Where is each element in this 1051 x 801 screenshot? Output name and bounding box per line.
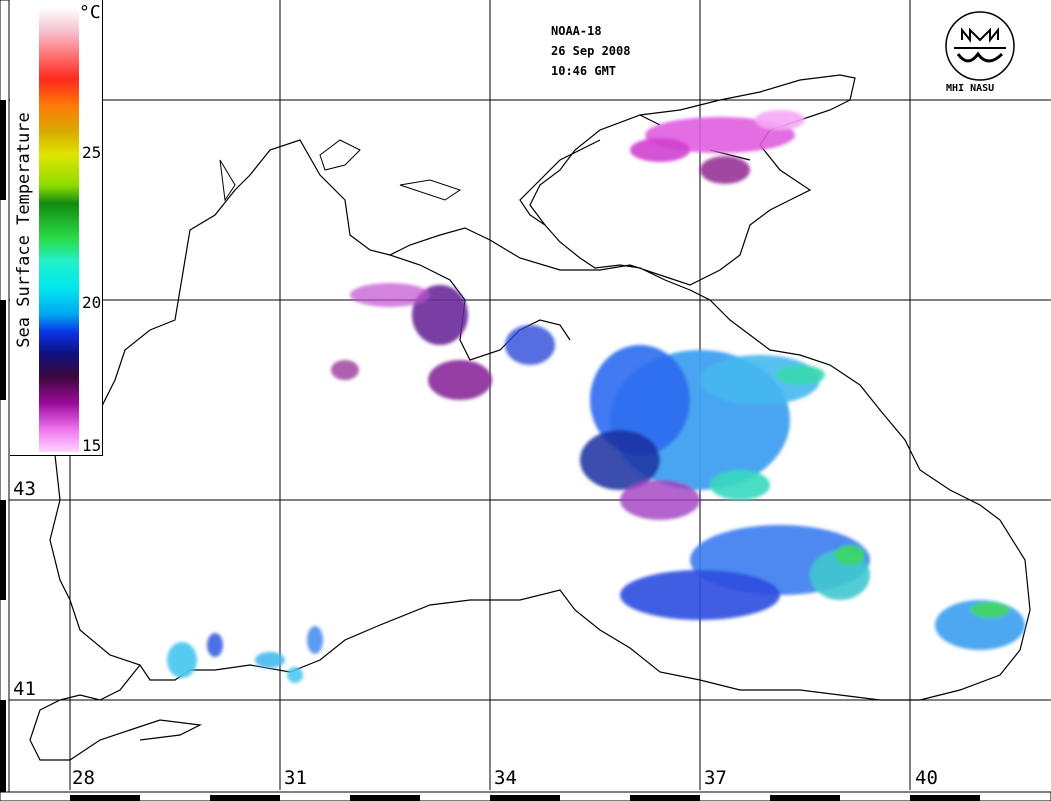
legend-color-bar xyxy=(39,8,79,452)
legend-tick-20: 20 xyxy=(82,293,102,312)
crimea-west-coast xyxy=(74,139,391,456)
island-outlines xyxy=(219,139,462,202)
lon-label-37: 37 xyxy=(704,767,727,789)
sst-patches xyxy=(167,110,1025,683)
satellite-label: NOAA-18 xyxy=(551,24,602,38)
lat-label-41: 41 xyxy=(13,678,36,700)
legend-title: Sea Surface Temperature xyxy=(14,112,34,348)
lon-label-31: 31 xyxy=(284,767,307,789)
legend-tick-15: 15 xyxy=(82,436,102,455)
left-scale xyxy=(0,0,10,793)
bottom-scale xyxy=(0,791,1051,801)
lon-label-34: 34 xyxy=(494,767,517,789)
legend-tick-25: 25 xyxy=(82,143,102,162)
black-sea-coastline xyxy=(49,74,1031,701)
time-label: 10:46 GMT xyxy=(551,64,617,78)
lon-label-40: 40 xyxy=(915,767,938,789)
bosporus-coast xyxy=(29,664,203,761)
logo-text: MHI NASU xyxy=(946,83,995,94)
mhi-emblem-icon xyxy=(945,11,1015,81)
lat-label-43: 43 xyxy=(13,478,36,500)
temperature-legend: Sea Surface Temperature °C 25 20 15 xyxy=(10,0,103,456)
lon-label-28: 28 xyxy=(72,767,95,789)
date-label: 26 Sep 2008 xyxy=(551,44,631,58)
legend-unit: °C xyxy=(79,2,101,23)
